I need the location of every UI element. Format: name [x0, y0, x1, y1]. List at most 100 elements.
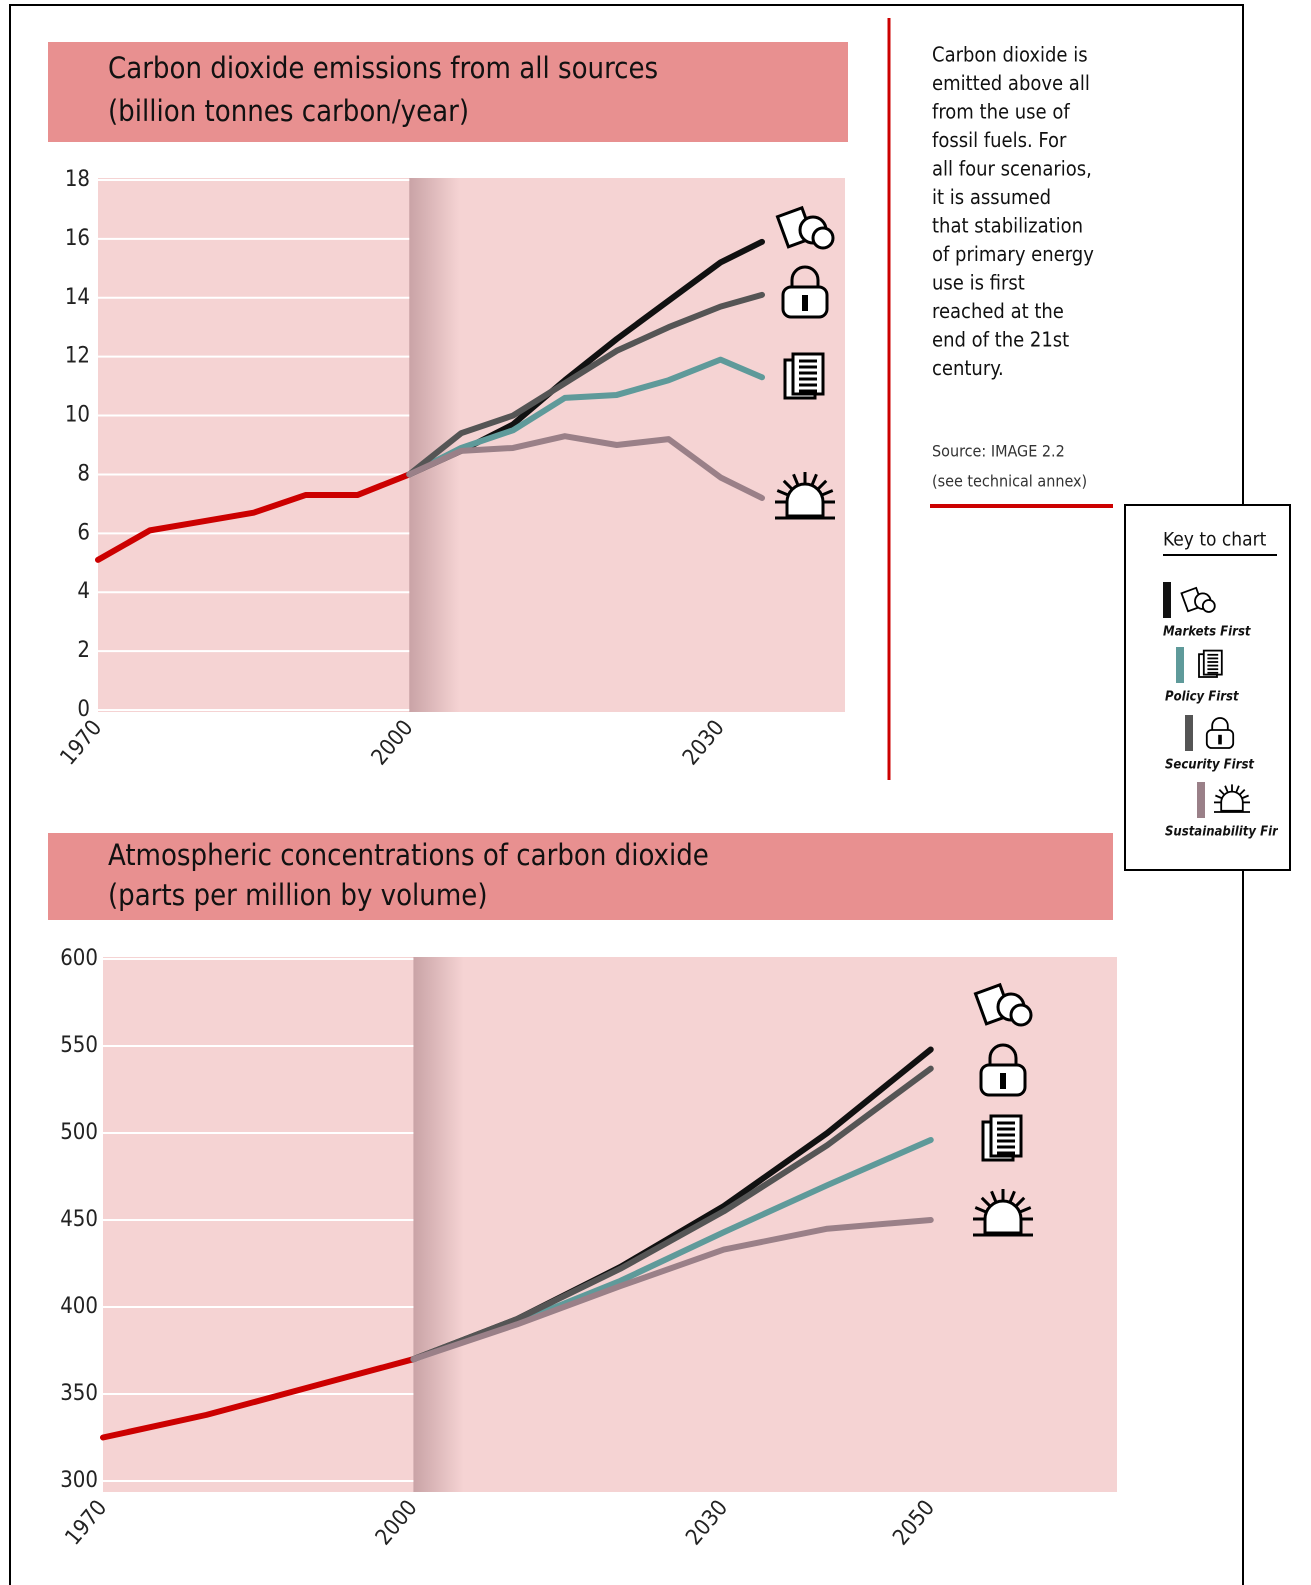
chart-title: Atmospheric concentrations of carbon dio… — [108, 838, 709, 872]
icon-part — [983, 1199, 1023, 1235]
icon-part — [810, 473, 818, 486]
y-tick-label: 10 — [65, 403, 90, 428]
scenario-shade — [413, 957, 464, 1492]
y-tick-label: 550 — [60, 1033, 98, 1058]
note-line: emitted above all — [932, 71, 1090, 95]
icon — [1198, 649, 1223, 678]
x-tick-label: 2000 — [367, 716, 419, 771]
icon-part — [1014, 1196, 1026, 1208]
y-tick-label: 500 — [60, 1120, 98, 1145]
icon-part — [790, 265, 820, 288]
y-tick-label: 0 — [77, 697, 90, 722]
icon-part — [980, 1196, 992, 1208]
icon-part — [821, 489, 834, 497]
icon — [1213, 784, 1251, 813]
x-tick-label: 2030 — [678, 716, 730, 771]
source: Source: IMAGE 2.2 — [932, 442, 1065, 461]
note-line: end of the 21st — [932, 328, 1069, 352]
y-tick-label: 2 — [77, 638, 90, 663]
icon-part — [782, 479, 794, 491]
note-line: of primary energy — [932, 242, 1094, 266]
y-tick-label: 18 — [65, 167, 90, 192]
y-tick-label: 450 — [60, 1207, 98, 1232]
note-line: Carbon dioxide is — [932, 43, 1088, 67]
icon-part — [1211, 717, 1229, 731]
y-tick-label: 8 — [77, 461, 90, 486]
legend-swatch — [1176, 647, 1184, 683]
source: (see technical annex) — [932, 472, 1087, 491]
x-tick-label: 1970 — [61, 1496, 113, 1551]
note-line: that stabilization — [932, 214, 1083, 238]
legend-label: Markets First — [1163, 625, 1251, 640]
icon-part — [1009, 1003, 1033, 1027]
x-tick-label: 1970 — [56, 716, 108, 771]
icon — [1180, 586, 1216, 613]
note-line: from the use of — [932, 100, 1070, 124]
x-tick-label: 2030 — [681, 1496, 733, 1551]
icon — [781, 265, 829, 319]
series-line — [410, 1217, 934, 1363]
legend-swatch — [1197, 782, 1205, 818]
chart-subtitle: (parts per million by volume) — [108, 878, 488, 912]
y-tick-label: 4 — [77, 579, 90, 604]
title-banner — [48, 42, 848, 142]
scenario-shade — [409, 178, 460, 712]
icon-part — [1019, 1206, 1032, 1214]
x-tick-label: 2000 — [371, 1496, 423, 1551]
icon-part — [785, 482, 825, 518]
y-tick-label: 300 — [60, 1468, 98, 1493]
icon-part — [1220, 790, 1244, 812]
icon-part — [816, 479, 828, 491]
icon-part — [792, 473, 800, 486]
legend-label: Policy First — [1165, 690, 1239, 705]
icon — [775, 205, 835, 250]
icon-part — [1201, 599, 1216, 613]
icon — [1205, 717, 1235, 749]
series-line — [406, 433, 765, 501]
x-tick-label: 2050 — [888, 1496, 940, 1551]
key-title: Key to chart — [1163, 529, 1267, 551]
chart-title: Carbon dioxide emissions from all source… — [108, 51, 658, 85]
chart-subtitle: (billion tonnes carbon/year) — [108, 94, 469, 128]
icon-part — [990, 1190, 998, 1203]
y-tick-label: 16 — [65, 226, 90, 251]
icon — [783, 352, 825, 400]
icon-part — [1224, 785, 1229, 793]
y-tick-label: 6 — [77, 520, 90, 545]
icon-part — [802, 295, 808, 311]
icon-part — [1008, 1190, 1016, 1203]
icon-part — [1218, 789, 1225, 796]
icon — [981, 1114, 1023, 1162]
note-line: fossil fuels. For — [932, 128, 1067, 152]
note-line: all four scenarios, — [932, 157, 1092, 181]
series-line — [95, 471, 413, 563]
icon-part — [1000, 1073, 1006, 1089]
icon-part — [1218, 734, 1222, 745]
legend-swatch — [1163, 582, 1171, 618]
series-line — [410, 1065, 934, 1363]
icon — [979, 1043, 1027, 1097]
legend-label: Security First — [1165, 758, 1254, 773]
series-line — [100, 1356, 417, 1441]
y-tick-label: 600 — [60, 946, 98, 971]
legend-label: Sustainability First — [1165, 825, 1291, 840]
note-line: use is first — [932, 271, 1025, 295]
series-line — [406, 291, 765, 478]
legend-swatch — [1185, 715, 1193, 751]
icon — [973, 1189, 1033, 1237]
icon-part — [988, 1043, 1018, 1066]
title-banner — [48, 833, 1113, 920]
icon-part — [1235, 785, 1240, 793]
icon — [973, 982, 1033, 1027]
legend: Markets First Policy First Security First S… — [1163, 582, 1291, 840]
icon-part — [1241, 794, 1249, 800]
icon-part — [1239, 789, 1246, 796]
plot-area — [103, 957, 1117, 1492]
icon-part — [974, 1206, 987, 1214]
note-line: it is assumed — [932, 185, 1051, 209]
key-box — [1124, 504, 1291, 871]
y-tick-label: 350 — [60, 1381, 98, 1406]
y-tick-label: 12 — [65, 344, 90, 369]
note-line: reached at the — [932, 299, 1064, 323]
